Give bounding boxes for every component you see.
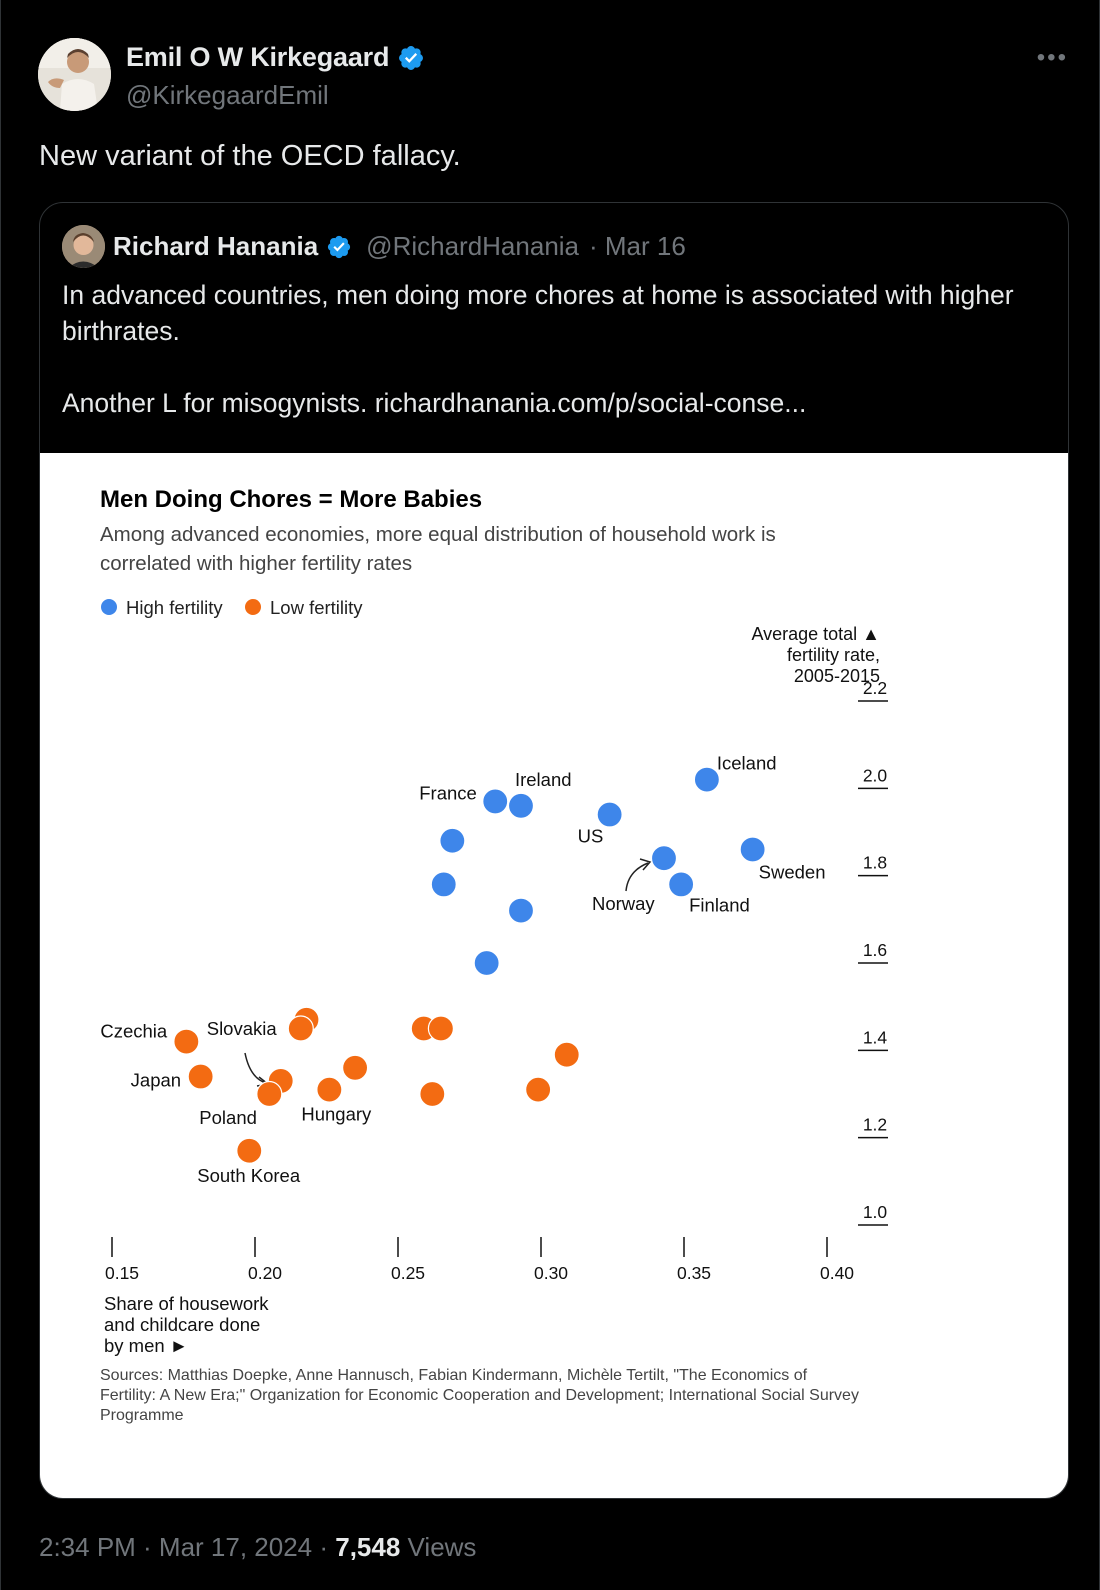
views-label: Views xyxy=(400,1532,477,1562)
y-tick-label: 2.0 xyxy=(863,765,888,785)
y-tick-label: 1.2 xyxy=(863,1115,887,1135)
country-label: Ireland xyxy=(515,769,572,790)
y-axis-title-line-2: fertility rate, xyxy=(787,645,880,665)
country-label: South Korea xyxy=(197,1165,301,1186)
high-fertility-point xyxy=(693,766,720,793)
quoted-tweet-header: Richard Hanania @RichardHanania · Mar 16 xyxy=(62,225,686,268)
high-fertility-point xyxy=(507,792,535,819)
x-tick-label: 0.20 xyxy=(248,1263,282,1283)
x-tick-label: 0.25 xyxy=(391,1263,425,1283)
country-label: Norway xyxy=(592,893,655,914)
chart-title: Men Doing Chores = More Babies xyxy=(100,486,482,513)
y-tick-label: 1.4 xyxy=(863,1027,888,1047)
y-axis-title-line-3: 2005-2015 xyxy=(794,666,880,686)
verified-badge-icon xyxy=(399,45,424,70)
low-fertility-point xyxy=(316,1076,343,1103)
low-fertility-point xyxy=(553,1041,580,1068)
y-axis-title-line-1: Average total ▲ xyxy=(751,624,880,644)
country-label: US xyxy=(578,826,604,847)
low-fertility-point xyxy=(236,1137,263,1164)
country-label: Japan xyxy=(131,1070,181,1091)
low-fertility-point xyxy=(427,1015,454,1042)
low-fertility-point xyxy=(187,1063,214,1090)
country-label: Slovakia xyxy=(207,1018,278,1039)
country-label: Hungary xyxy=(301,1104,372,1125)
quoted-author-avatar xyxy=(62,225,105,268)
low-fertility-point xyxy=(256,1080,283,1108)
x-axis-title-line-2: and childcare done xyxy=(104,1314,260,1335)
tweet-timestamp[interactable]: 2:34 PM · Mar 17, 2024 · xyxy=(39,1532,336,1562)
quoted-tweet-date[interactable]: · Mar 16 xyxy=(589,231,686,261)
author-handle[interactable]: @KirkegaardEmil xyxy=(126,80,329,110)
quoted-tweet-text: In advanced countries, men doing more ch… xyxy=(62,277,1052,457)
high-fertility-point xyxy=(650,845,678,872)
quoted-author-name[interactable]: Richard Hanania xyxy=(113,231,319,261)
sources-line-3: Programme xyxy=(100,1407,184,1424)
tweet-header: Emil O W Kirkegaard @KirkegaardEmil ••• xyxy=(38,38,1068,114)
country-label: Czechia xyxy=(100,1021,168,1042)
scatter-chart: Men Doing Chores = More Babies Among adv… xyxy=(100,486,888,1424)
quoted-text-paragraph-2[interactable]: Another L for misogynists. richardhanani… xyxy=(62,388,807,418)
low-fertility-point xyxy=(287,1015,314,1042)
views-count: 7,548 xyxy=(335,1532,401,1562)
tweet-meta: 2:34 PM · Mar 17, 2024 · 7,548 Views xyxy=(39,1532,476,1563)
legend-low-marker xyxy=(245,599,261,615)
low-fertility-point xyxy=(173,1028,200,1055)
country-label: France xyxy=(419,782,477,803)
slovakia-arrow xyxy=(244,1052,267,1084)
high-fertility-point xyxy=(430,871,457,898)
low-fertility-point xyxy=(342,1054,369,1081)
quoted-text-paragraph-1: In advanced countries, men doing more ch… xyxy=(62,280,1014,346)
quoted-tweet[interactable]: Richard Hanania @RichardHanania · Mar 16… xyxy=(39,202,1069,1499)
chart-subtitle-line-2: correlated with higher fertility rates xyxy=(100,552,412,575)
chart-subtitle-line-1: Among advanced economies, more equal dis… xyxy=(100,523,776,546)
legend-high-label: High fertility xyxy=(126,597,223,618)
x-tick-label: 0.30 xyxy=(534,1263,568,1283)
y-tick-label: 2.2 xyxy=(863,678,887,698)
author-avatar[interactable] xyxy=(38,38,111,111)
low-fertility-point xyxy=(419,1080,446,1108)
high-fertility-point xyxy=(668,871,695,898)
high-fertility-point xyxy=(473,949,500,977)
author-name[interactable]: Emil O W Kirkegaard xyxy=(126,42,390,72)
legend-high-marker xyxy=(101,599,117,615)
high-fertility-point xyxy=(596,801,623,828)
y-tick-label: 1.6 xyxy=(863,940,887,960)
tweet-text: New variant of the OECD fallacy. xyxy=(39,140,461,172)
norway-arrowhead xyxy=(639,858,652,871)
legend-low-label: Low fertility xyxy=(270,597,363,618)
high-fertility-point xyxy=(507,897,535,924)
quoted-author-handle[interactable]: @RichardHanania xyxy=(366,231,580,261)
x-tick-label: 0.35 xyxy=(677,1263,711,1283)
chart-image[interactable]: Men Doing Chores = More Babies Among adv… xyxy=(40,453,1068,1498)
y-tick-label: 1.8 xyxy=(863,853,887,873)
high-fertility-point xyxy=(439,827,466,854)
high-fertility-point xyxy=(482,788,509,815)
country-label: Poland xyxy=(199,1107,257,1128)
x-tick-label: 0.15 xyxy=(105,1263,139,1283)
sources-line-2: Fertility: A New Era;" Organization for … xyxy=(100,1387,859,1404)
low-fertility-point xyxy=(525,1076,552,1103)
verified-badge-icon xyxy=(328,235,351,258)
country-label: Sweden xyxy=(759,861,826,882)
norway-arrow xyxy=(625,862,649,892)
x-axis-title-line-3: by men ► xyxy=(104,1335,188,1356)
high-fertility-point xyxy=(739,836,766,863)
country-label: Finland xyxy=(689,894,750,915)
sources-line-1: Sources: Matthias Doepke, Anne Hannusch,… xyxy=(100,1367,808,1384)
more-options-icon[interactable]: ••• xyxy=(1036,44,1068,71)
x-tick-label: 0.40 xyxy=(820,1263,854,1283)
country-label: Iceland xyxy=(717,753,777,774)
x-axis-title-line-1: Share of housework xyxy=(104,1293,269,1314)
y-tick-label: 1.0 xyxy=(863,1202,888,1222)
